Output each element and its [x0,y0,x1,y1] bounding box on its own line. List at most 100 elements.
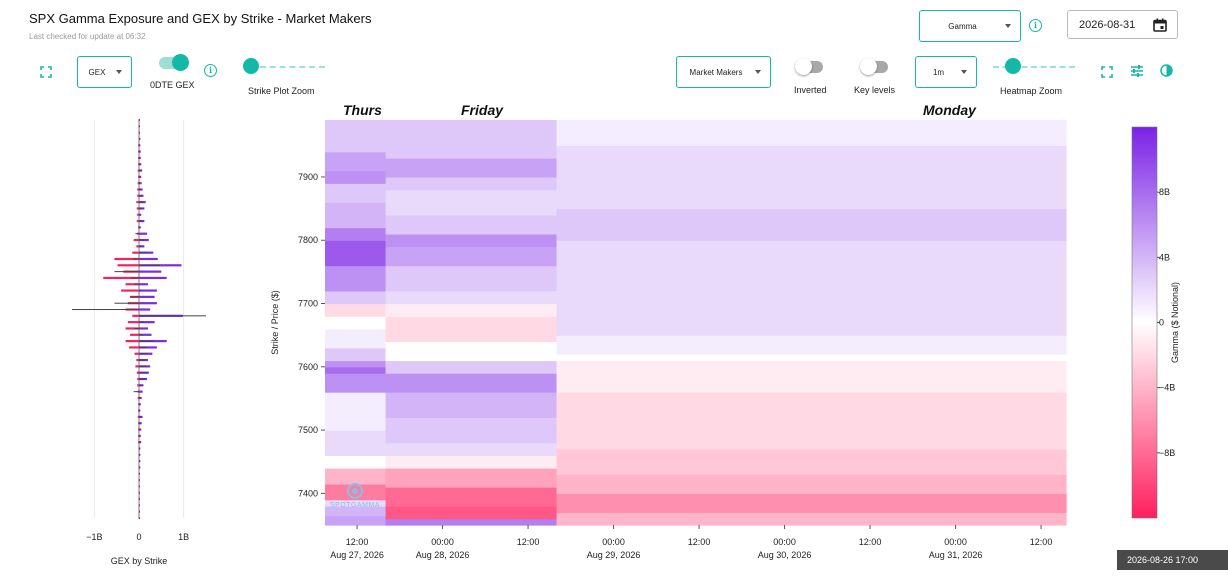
heatmap-cell [325,227,387,241]
heatmap-x-tick-date: Aug 29, 2026 [587,550,641,560]
strike-bar [139,416,142,418]
heatmap-zoom-handle[interactable] [1005,58,1021,74]
strike-bar [138,125,140,128]
strike-bar [130,333,139,336]
strike-bar [138,156,139,160]
strike-bar [138,497,140,501]
strike-bar [138,409,139,412]
strike-zoom-track[interactable] [250,66,325,68]
heatmap-cell [556,417,1067,450]
contrast-icon[interactable] [1160,64,1173,77]
strike-zoom-label: Strike Plot Zoom [248,86,315,96]
strike-bar [139,321,144,323]
heatmap-x-tick-time: 12:00 [688,537,711,547]
strike-bar [139,201,144,203]
colorbar-tick-label: −8B [1159,448,1175,458]
strike-bar [139,264,182,267]
strike-bar [139,454,140,456]
strike-bar [139,264,160,266]
strike-bar [135,233,139,235]
strike-bar [139,289,157,292]
strike-bar [139,334,143,336]
spotgamma-logo-icon [352,488,358,494]
strike-bar [138,453,140,456]
strike-bar [137,396,139,400]
heatmap-cell [556,240,1067,273]
heatmap-cell [385,316,558,343]
heatmap-cell [325,392,387,431]
strike-bar [137,194,139,197]
heatmap-zoom-track[interactable] [993,66,1075,68]
heatmap-cell [385,417,558,444]
greek-select[interactable]: Gamma [919,10,1021,42]
strike-bar [139,270,162,273]
info-icon[interactable]: i [204,64,217,77]
calendar-icon[interactable] [1153,18,1168,32]
strike-bar [139,429,141,431]
strike-bar [132,251,139,254]
heatmap-cell [325,468,387,485]
date-field[interactable]: 2026-08-31 [1067,10,1178,39]
chevron-down-icon [755,70,761,74]
inverted-toggle[interactable] [795,58,823,75]
strike-bar [139,498,140,500]
strike-bar [139,119,140,121]
heatmap-cell [556,474,1067,494]
heatmap-cell [556,512,1067,526]
strike-bar [132,314,139,317]
last-checked-text: Last checked for update at 06:32 [29,32,146,41]
strike-x-tick-label: −1B [86,532,102,542]
key-levels-toggle[interactable] [860,58,888,75]
strike-bar [138,466,140,469]
strike-bar [139,340,154,342]
strike-bar [139,410,140,412]
heatmap-cell [385,373,558,393]
strike-bar [137,213,139,216]
heatmap-x-tick-time: 12:00 [517,537,540,547]
heatmap-cell [385,246,558,267]
strike-bar [139,403,140,405]
strike-bar [139,163,141,165]
strike-bar [114,257,139,261]
view-select[interactable]: Market Makers [676,56,771,88]
tune-icon[interactable] [1130,64,1144,78]
strike-bar [138,504,140,507]
strike-bar [139,138,140,140]
strike-bar [138,491,140,494]
strike-bar [139,182,141,184]
strike-bar [133,391,139,393]
strike-zoom-handle[interactable] [243,58,259,74]
heatmap-cell [556,208,1067,241]
heatmap-cell [385,233,558,248]
expand-icon[interactable] [40,66,52,78]
strike-bar [139,195,142,197]
strike-bar [139,125,140,127]
expand-icon[interactable] [1101,66,1113,78]
heatmap-cell [325,515,387,526]
gamma-heatmap[interactable]: 7900 7800 7700 7600 7500 7400 Strike / Price (… [258,115,1073,570]
strike-bar [134,283,139,285]
strike-bar [139,485,140,487]
strike-bar [139,492,140,494]
heatmap-cell [385,290,558,305]
interval-select[interactable]: 1m [915,56,977,88]
heatmap-cell [556,449,1067,475]
strike-bar [139,479,140,481]
heatmap-cell [385,120,558,159]
strike-x-tick-label: 1B [178,532,189,542]
info-icon[interactable]: i [1029,19,1042,32]
strike-bar [138,422,139,425]
heatmap-cell [385,442,558,456]
strike-bar [138,403,139,406]
strike-bar [138,485,140,488]
strike-x-axis-label: GEX by Strike [111,556,168,566]
gex-select[interactable]: GEX [77,56,132,88]
strike-bar [117,264,139,267]
strike-bar [136,245,139,248]
strike-bar [139,283,148,286]
odte-gex-toggle[interactable] [159,54,189,71]
strike-bar [139,397,141,399]
heatmap-cell [385,303,558,317]
heatmap-x-tick-time: 00:00 [431,537,454,547]
heatmap-x-tick-time: 00:00 [944,537,967,547]
